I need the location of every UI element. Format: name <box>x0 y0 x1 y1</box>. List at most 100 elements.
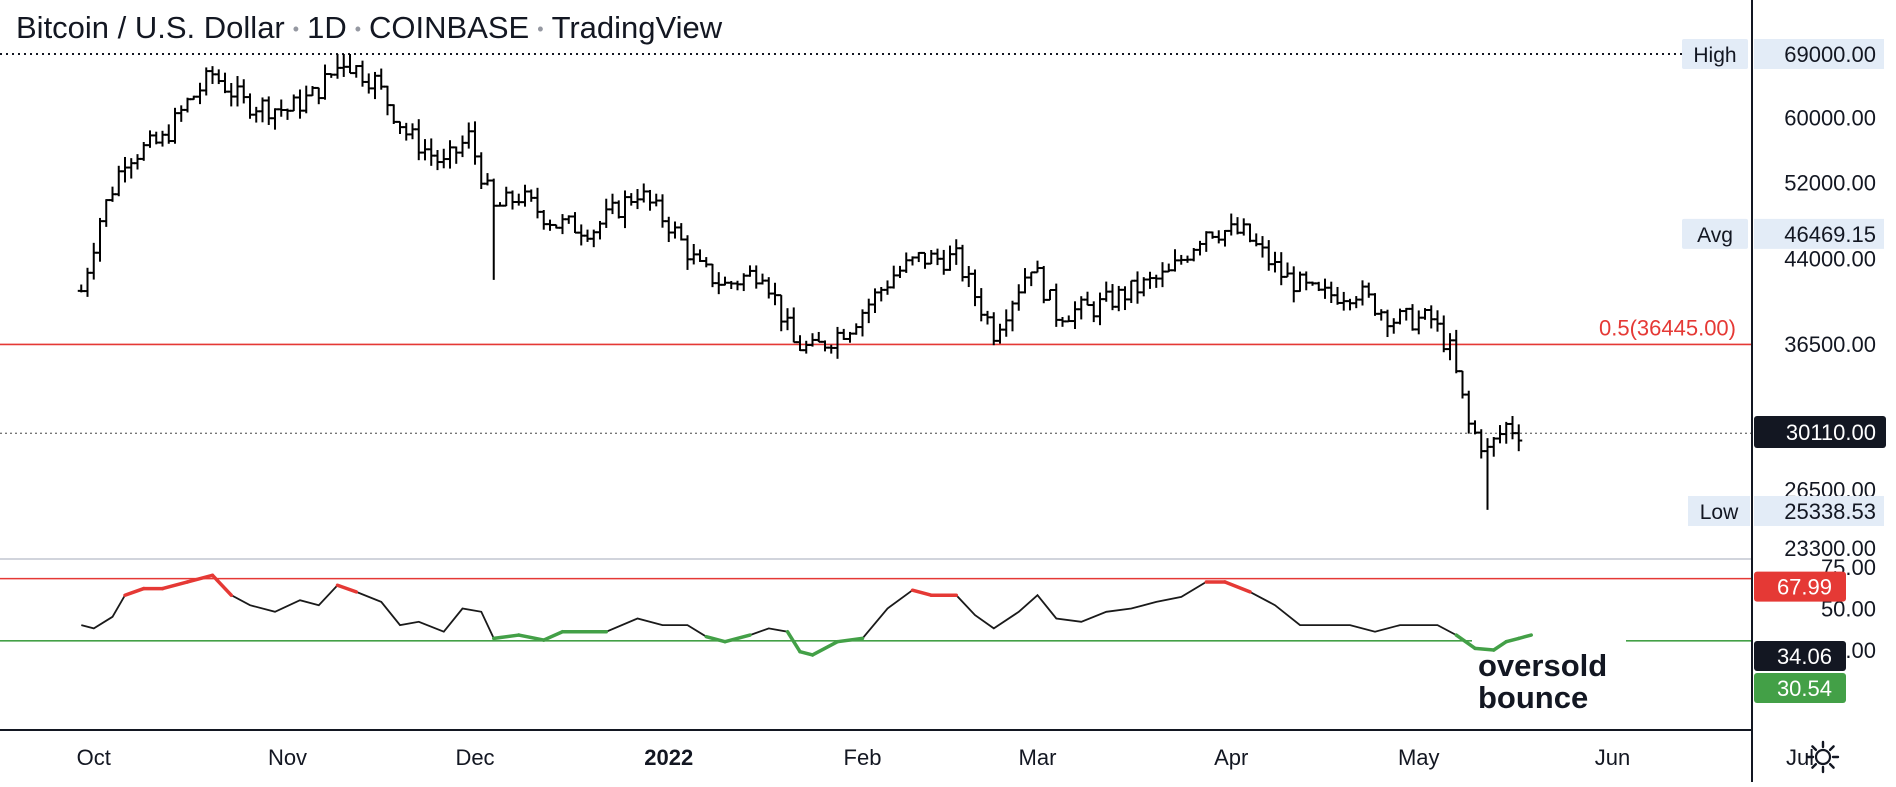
rsi-last-badge-value: 34.06 <box>1777 644 1832 669</box>
ohlc-bar <box>409 123 416 140</box>
rsi-extreme-segment <box>492 633 521 641</box>
ohlc-bar <box>959 244 966 282</box>
ohlc-bar <box>684 235 691 270</box>
ohlc-bar <box>240 79 248 104</box>
ohlc-bar <box>584 229 591 242</box>
ohlc-bar <box>1190 247 1198 262</box>
ohlc-bar <box>1490 437 1498 457</box>
ohlc-bar <box>796 335 804 352</box>
ohlc-bar <box>427 138 435 166</box>
low-tag-label: Low <box>1700 501 1739 524</box>
price-tick-label: 23300.00 <box>1784 536 1876 561</box>
ohlc-bar <box>1409 304 1416 331</box>
ohlc-bar <box>1109 284 1116 311</box>
ohlc-bar <box>977 288 985 322</box>
ohlc-bar <box>752 265 760 289</box>
ohlc-bar <box>1221 229 1229 247</box>
ohlc-bar <box>1402 307 1410 321</box>
ohlc-bar <box>1034 260 1041 274</box>
ohlc-bar <box>509 190 516 210</box>
price-tick-label: 52000.00 <box>1784 171 1876 196</box>
ohlc-bar <box>1371 293 1379 316</box>
rsi-extreme-segment <box>1517 633 1533 641</box>
ohlc-bar <box>821 340 829 352</box>
ohlc-bar <box>634 189 641 210</box>
ohlc-bar <box>184 97 191 113</box>
x-tick-label: Mar <box>1019 745 1057 770</box>
rsi-extreme-segment <box>335 583 358 594</box>
ohlc-bar <box>721 276 729 286</box>
ohlc-bar <box>1152 274 1160 288</box>
ohlc-bar <box>1009 300 1016 332</box>
ohlc-bar <box>1209 231 1216 239</box>
ohlc-bar <box>1377 309 1385 321</box>
ohlc-bar <box>309 86 316 97</box>
avg-tag-bg <box>1682 218 1748 249</box>
ohlc-bar <box>1196 240 1204 256</box>
ohlc-bar <box>302 85 310 114</box>
rsi-extreme-segment <box>910 588 933 597</box>
ohlc-bar <box>771 282 779 306</box>
ohlc-bar <box>84 267 91 297</box>
ohlc-bar <box>1340 291 1348 311</box>
ohlc-bar <box>471 121 479 165</box>
ohlc-bar <box>140 141 148 161</box>
ohlc-bar <box>790 307 798 344</box>
ohlc-bar <box>221 72 229 94</box>
ohlc-bar <box>115 165 123 197</box>
ohlc-bar <box>1115 285 1123 312</box>
ohlc-bar <box>559 214 566 235</box>
high-marker: High 69000.00 <box>1682 39 1884 69</box>
ohlc-bar <box>527 189 535 202</box>
ohlc-bar <box>1059 316 1066 327</box>
ohlc-bar <box>940 249 948 275</box>
rsi-extreme-segment <box>704 634 727 644</box>
ohlc-bar <box>190 95 198 101</box>
ohlc-bar <box>1240 218 1248 236</box>
title-separator: • <box>537 19 544 40</box>
ohlc-bar <box>484 173 491 186</box>
ohlc-bar <box>909 256 916 266</box>
ohlc-bar <box>165 124 173 144</box>
ohlc-bar <box>765 277 773 299</box>
ohlc-bar <box>1296 271 1304 293</box>
ohlc-bar <box>802 340 810 354</box>
ohlc-bar <box>496 202 504 207</box>
ohlc-bar <box>290 94 298 112</box>
rsi-extreme-segment <box>1454 633 1477 651</box>
ohlc-bar <box>1277 252 1285 286</box>
ohlc-bar <box>690 243 698 265</box>
ohlc-bar <box>971 269 979 307</box>
ohlc-bar <box>1127 279 1135 304</box>
ohlc-bar <box>1027 271 1035 287</box>
ohlc-bar <box>1421 308 1429 320</box>
ohlc-bar <box>1321 278 1329 299</box>
ohlc-bar <box>446 140 454 169</box>
ohlc-bar <box>565 215 573 224</box>
ohlc-bar <box>1090 301 1098 323</box>
ohlc-bar <box>965 266 973 288</box>
title-separator: • <box>292 19 300 40</box>
ohlc-bar <box>1077 296 1085 320</box>
settings-button[interactable] <box>1806 740 1840 774</box>
interval-label[interactable]: 1D <box>307 10 347 45</box>
rsi-extreme-segment <box>210 573 233 597</box>
ohlc-bar <box>1315 281 1323 292</box>
ohlc-bar <box>134 154 141 170</box>
ohlc-bar <box>777 294 785 332</box>
ohlc-bar <box>840 328 848 340</box>
ohlc-bar <box>590 229 598 248</box>
ohlc-bar <box>271 108 279 130</box>
ohlc-bar <box>265 96 273 125</box>
ohlc-bar <box>1290 266 1298 303</box>
ohlc-bar <box>421 139 429 161</box>
x-tick-label: Apr <box>1214 745 1248 770</box>
ohlc-bar <box>815 331 823 343</box>
ohlc-bar <box>827 344 835 354</box>
ohlc-bar <box>902 252 910 273</box>
ohlc-bar <box>834 326 841 359</box>
ohlc-bar <box>896 265 904 278</box>
ohlc-bar <box>996 323 1004 344</box>
x-tick-label: May <box>1398 745 1440 770</box>
